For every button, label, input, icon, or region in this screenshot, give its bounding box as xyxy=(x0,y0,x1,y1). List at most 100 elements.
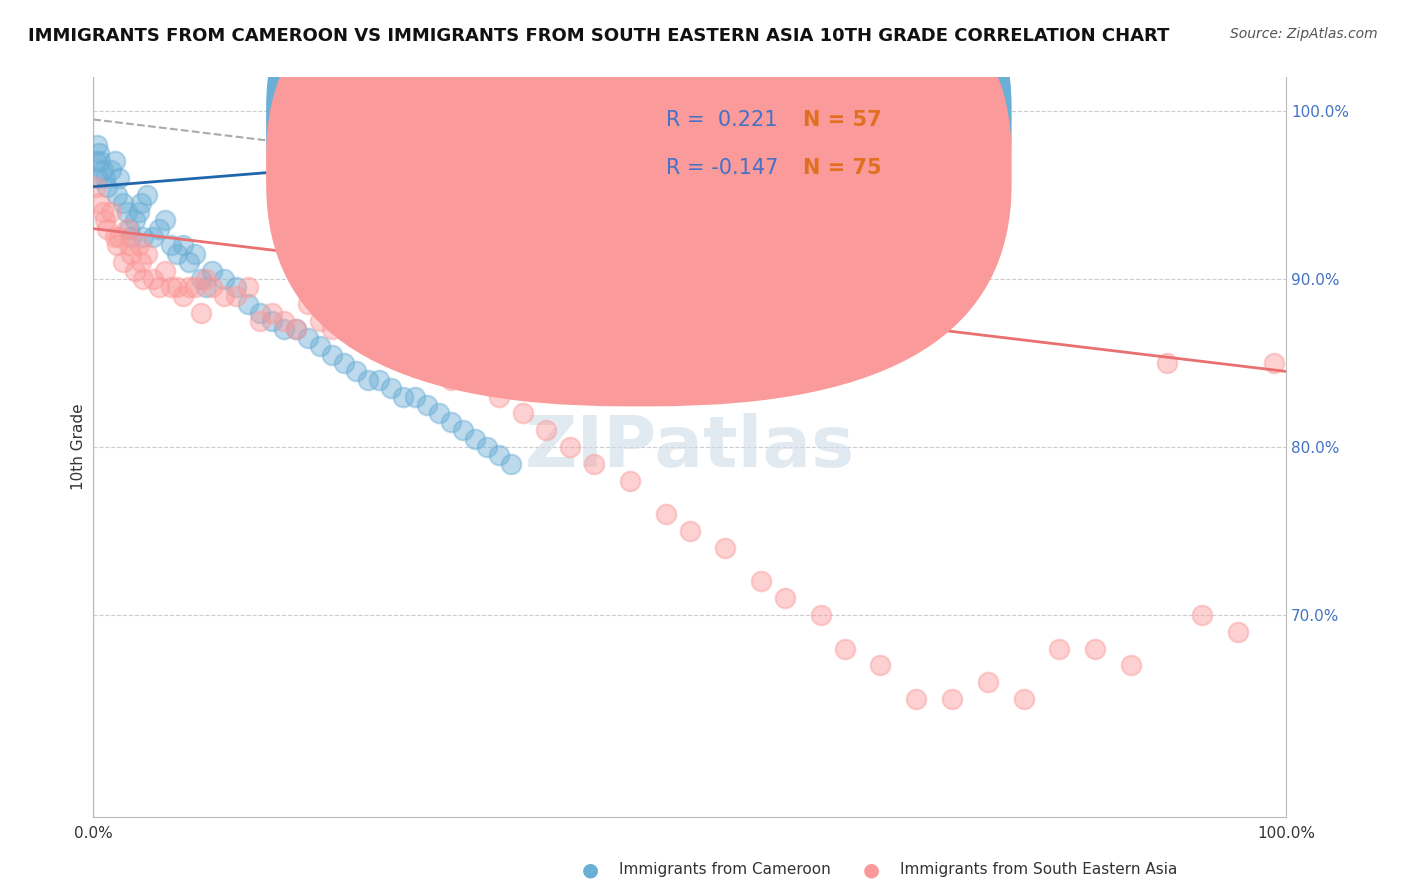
Text: ●: ● xyxy=(863,860,880,880)
Point xyxy=(332,322,354,336)
Point xyxy=(89,196,111,211)
Point xyxy=(488,449,510,463)
Point xyxy=(380,339,402,353)
Point xyxy=(475,440,498,454)
Point xyxy=(159,280,181,294)
Point xyxy=(284,322,307,336)
Text: ZIPatlas: ZIPatlas xyxy=(524,412,855,482)
Text: Immigrants from Cameroon: Immigrants from Cameroon xyxy=(619,863,831,877)
Point xyxy=(536,423,558,437)
Point xyxy=(440,373,463,387)
Point xyxy=(104,230,127,244)
Point xyxy=(195,272,218,286)
Point xyxy=(100,162,122,177)
Point xyxy=(124,263,146,277)
Point xyxy=(190,305,212,319)
Point xyxy=(118,238,141,252)
Point xyxy=(135,188,157,202)
FancyBboxPatch shape xyxy=(266,0,1012,407)
Point xyxy=(714,541,737,555)
Point xyxy=(111,255,134,269)
Point xyxy=(84,179,107,194)
Point xyxy=(499,457,522,471)
Point xyxy=(977,675,1000,690)
Point xyxy=(89,154,111,169)
Point xyxy=(451,423,474,437)
Point xyxy=(262,305,284,319)
Point xyxy=(214,272,236,286)
Point xyxy=(135,247,157,261)
Point xyxy=(368,339,391,353)
Point xyxy=(427,364,450,378)
Point xyxy=(416,398,439,412)
FancyBboxPatch shape xyxy=(595,92,952,200)
Point xyxy=(834,641,856,656)
Point xyxy=(225,280,247,294)
Point xyxy=(166,247,188,261)
Point xyxy=(128,238,150,252)
Point xyxy=(159,238,181,252)
Point xyxy=(321,322,343,336)
Point xyxy=(488,390,510,404)
Point xyxy=(94,213,117,227)
Point xyxy=(297,331,319,345)
Point xyxy=(404,348,426,362)
Text: N = 57: N = 57 xyxy=(803,111,882,130)
Point xyxy=(678,524,700,538)
Point xyxy=(148,280,170,294)
Point xyxy=(118,221,141,235)
Point xyxy=(464,432,486,446)
Point xyxy=(416,356,439,370)
Point xyxy=(124,213,146,227)
Point xyxy=(1084,641,1107,656)
Point xyxy=(905,692,928,706)
Point xyxy=(583,457,606,471)
Point xyxy=(1012,692,1035,706)
Point xyxy=(84,154,107,169)
Point xyxy=(105,238,128,252)
Point xyxy=(1156,356,1178,370)
Point xyxy=(297,297,319,311)
Point xyxy=(177,255,200,269)
Y-axis label: 10th Grade: 10th Grade xyxy=(72,404,86,491)
Point xyxy=(1119,658,1142,673)
Point xyxy=(94,171,117,186)
Point xyxy=(104,154,127,169)
Point xyxy=(183,280,205,294)
Point xyxy=(183,247,205,261)
Point xyxy=(214,289,236,303)
Point xyxy=(238,297,260,311)
Point xyxy=(128,204,150,219)
Point xyxy=(810,607,832,622)
Point xyxy=(238,280,260,294)
Text: Immigrants from South Eastern Asia: Immigrants from South Eastern Asia xyxy=(900,863,1177,877)
Point xyxy=(120,230,142,244)
Point xyxy=(464,373,486,387)
Point xyxy=(96,221,118,235)
Point xyxy=(190,272,212,286)
Point xyxy=(512,406,534,420)
Point xyxy=(392,348,415,362)
Text: R = -0.147: R = -0.147 xyxy=(665,159,778,178)
Point xyxy=(440,415,463,429)
Point xyxy=(344,364,367,378)
Point xyxy=(356,373,378,387)
Point xyxy=(108,171,131,186)
Point xyxy=(273,322,295,336)
Point xyxy=(749,574,772,589)
Point xyxy=(654,507,676,521)
Point xyxy=(427,406,450,420)
Point xyxy=(321,348,343,362)
Point xyxy=(108,230,131,244)
Point xyxy=(773,591,796,606)
Point xyxy=(89,146,111,161)
Point xyxy=(148,221,170,235)
Text: R =  0.221: R = 0.221 xyxy=(665,111,778,130)
Point xyxy=(129,255,152,269)
Point xyxy=(201,263,224,277)
Point xyxy=(332,356,354,370)
Point xyxy=(368,373,391,387)
Point xyxy=(201,280,224,294)
Point xyxy=(308,339,330,353)
Point xyxy=(129,196,152,211)
